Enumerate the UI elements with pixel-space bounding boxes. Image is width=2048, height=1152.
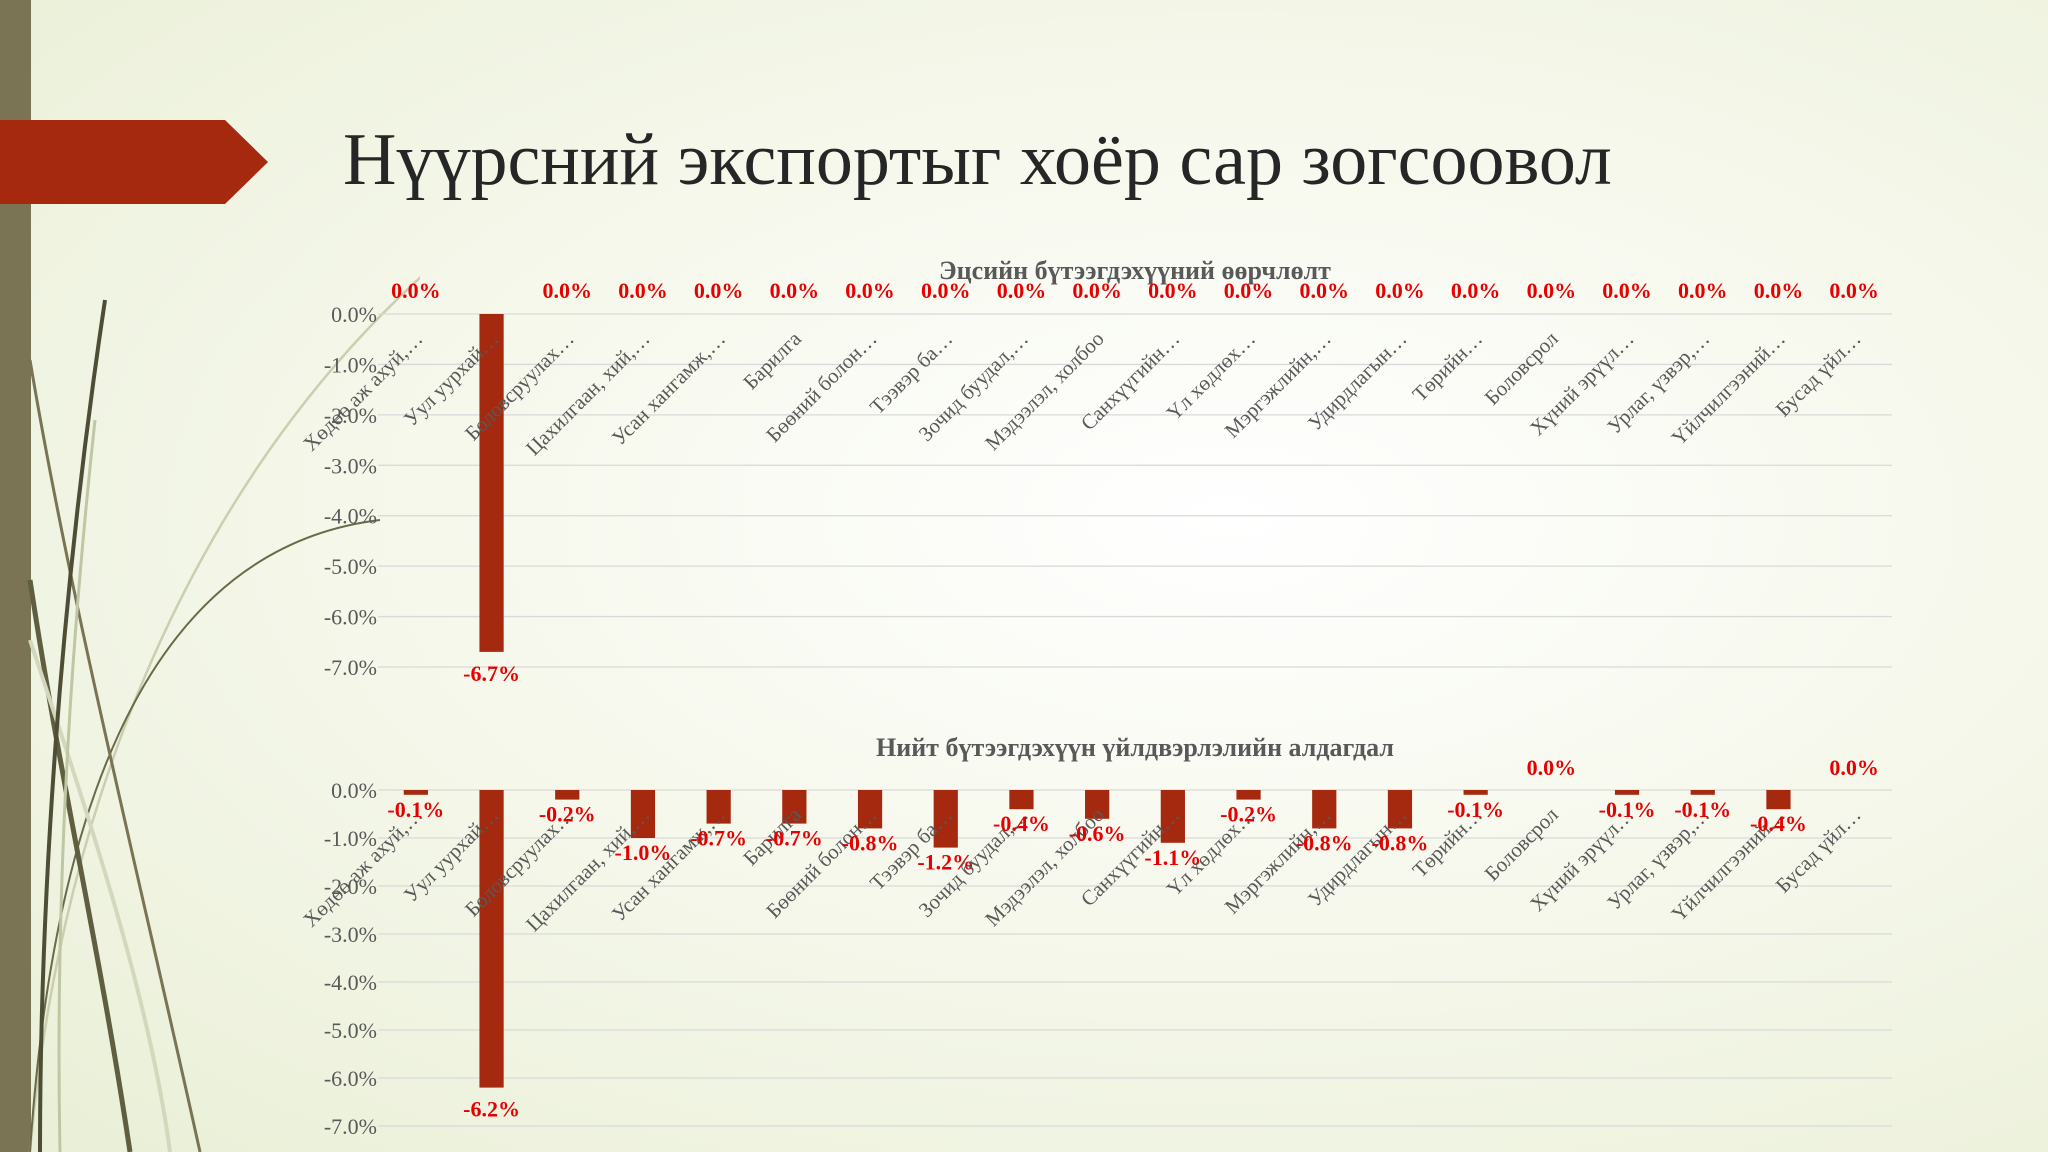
data-label: -0.1% xyxy=(1599,797,1656,822)
deco-line xyxy=(28,276,420,1152)
data-label: 0.0% xyxy=(1527,755,1577,780)
title-arrow-shape xyxy=(0,120,268,204)
data-label: 0.0% xyxy=(1527,278,1577,303)
y-tick-label: -3.0% xyxy=(324,922,377,947)
y-tick-label: -7.0% xyxy=(324,655,377,680)
bar xyxy=(1614,790,1640,795)
y-tick-label: -4.0% xyxy=(324,970,377,995)
y-tick-label: -2.0% xyxy=(324,874,377,899)
y-tick-label: -4.0% xyxy=(324,504,377,529)
bar xyxy=(630,790,656,838)
bar xyxy=(1085,790,1110,819)
category-label: Төрийн… xyxy=(1408,327,1488,407)
y-tick-label: -2.0% xyxy=(324,403,377,428)
bar xyxy=(1690,790,1715,795)
data-label: -0.8% xyxy=(842,830,899,855)
data-label: 0.0% xyxy=(694,278,744,303)
deco-line xyxy=(38,299,107,1152)
data-label: 0.0% xyxy=(921,278,971,303)
data-label: 0.0% xyxy=(1224,278,1274,303)
data-label: 0.0% xyxy=(1375,278,1425,303)
bar xyxy=(1463,790,1488,795)
bar xyxy=(782,790,807,824)
data-label: -0.8% xyxy=(1296,830,1353,855)
data-label: 0.0% xyxy=(845,278,895,303)
chart-final-product-change: 0.0% -1.0% -2.0% -3.0% -4.0% -5.0% -6.0% -7.0% Э… xyxy=(298,256,1892,686)
data-label: -1.2% xyxy=(917,850,974,875)
data-label: -1.1% xyxy=(1144,845,1201,870)
data-label: 0.0% xyxy=(1602,278,1652,303)
data-label: 0.0% xyxy=(618,278,668,303)
y-tick-label: -3.0% xyxy=(324,453,377,478)
y-tick-label: -5.0% xyxy=(324,554,377,579)
y-tick-label: -1.0% xyxy=(324,352,377,377)
y-tick-label: -7.0% xyxy=(324,1114,377,1139)
bar xyxy=(479,314,504,652)
y-tick-label: 0.0% xyxy=(331,302,377,327)
deco-line xyxy=(28,359,202,1152)
deco-line xyxy=(57,419,97,1152)
bar xyxy=(479,790,504,1088)
data-label: 0.0% xyxy=(1451,278,1501,303)
data-label: 0.0% xyxy=(1829,278,1879,303)
category-label: Хөдөө аж ахуй,… xyxy=(298,803,427,932)
bar xyxy=(1160,790,1185,843)
y-tick-label: -6.0% xyxy=(324,605,377,630)
title-arrow-polygon xyxy=(0,120,268,204)
bar xyxy=(706,790,731,824)
data-label: 0.0% xyxy=(391,278,441,303)
chart-total-output-loss: 0.0% -1.0% -2.0% -3.0% -4.0% -5.0% -6.0% -7.0% Н… xyxy=(298,733,1892,1139)
data-label: 0.0% xyxy=(543,278,593,303)
data-label: -0.1% xyxy=(1674,797,1731,822)
data-label: 0.0% xyxy=(1300,278,1350,303)
data-label: 0.0% xyxy=(1072,278,1122,303)
y-tick-label: 0.0% xyxy=(331,778,377,803)
data-label: -0.1% xyxy=(1447,797,1504,822)
data-label: 0.0% xyxy=(770,278,820,303)
deco-line xyxy=(28,639,172,1152)
data-label: -6.2% xyxy=(463,1097,520,1122)
bar xyxy=(403,790,428,795)
deco-line xyxy=(27,579,133,1152)
category-label: Хөдөө аж ахуй,… xyxy=(298,327,427,456)
data-label: -0.2% xyxy=(539,802,596,827)
data-label: 0.0% xyxy=(1148,278,1198,303)
data-label: -0.8% xyxy=(1372,830,1429,855)
data-label: -0.7% xyxy=(690,826,747,851)
bar xyxy=(1009,790,1034,810)
data-label: -0.7% xyxy=(766,826,823,851)
bar xyxy=(933,790,958,848)
y-tick-label: -1.0% xyxy=(324,826,377,851)
data-label: 0.0% xyxy=(997,278,1047,303)
category-label: Барилга xyxy=(738,326,806,394)
y-tick-label: -5.0% xyxy=(324,1018,377,1043)
bar xyxy=(857,790,883,829)
data-label: -0.1% xyxy=(387,797,444,822)
slide-title: Нүүрсний экспортыг хоёр сар зогсоовол xyxy=(343,119,1612,201)
chart-title: Нийт бүтээгдэхүүн үйлдвэрлэлийн алдагдал xyxy=(876,733,1394,762)
y-tick-label: -6.0% xyxy=(324,1066,377,1091)
data-label: 0.0% xyxy=(1754,278,1804,303)
bar xyxy=(555,790,580,800)
bar xyxy=(1236,790,1261,800)
data-label: -0.2% xyxy=(1220,802,1277,827)
data-label: 0.0% xyxy=(1678,278,1728,303)
data-label: -0.4% xyxy=(1750,811,1807,836)
data-label: 0.0% xyxy=(1829,755,1879,780)
data-label: -6.7% xyxy=(463,661,520,686)
data-label: -1.0% xyxy=(615,840,672,865)
bar xyxy=(1312,790,1337,829)
bar xyxy=(1766,790,1791,810)
chart-title: Эцсийн бүтээгдэхүүний өөрчлөлт xyxy=(939,256,1331,285)
data-label: -0.4% xyxy=(993,811,1050,836)
data-label: -0.6% xyxy=(1069,821,1126,846)
bar xyxy=(1387,790,1413,829)
decorative-swoosh-lines xyxy=(27,276,420,1152)
